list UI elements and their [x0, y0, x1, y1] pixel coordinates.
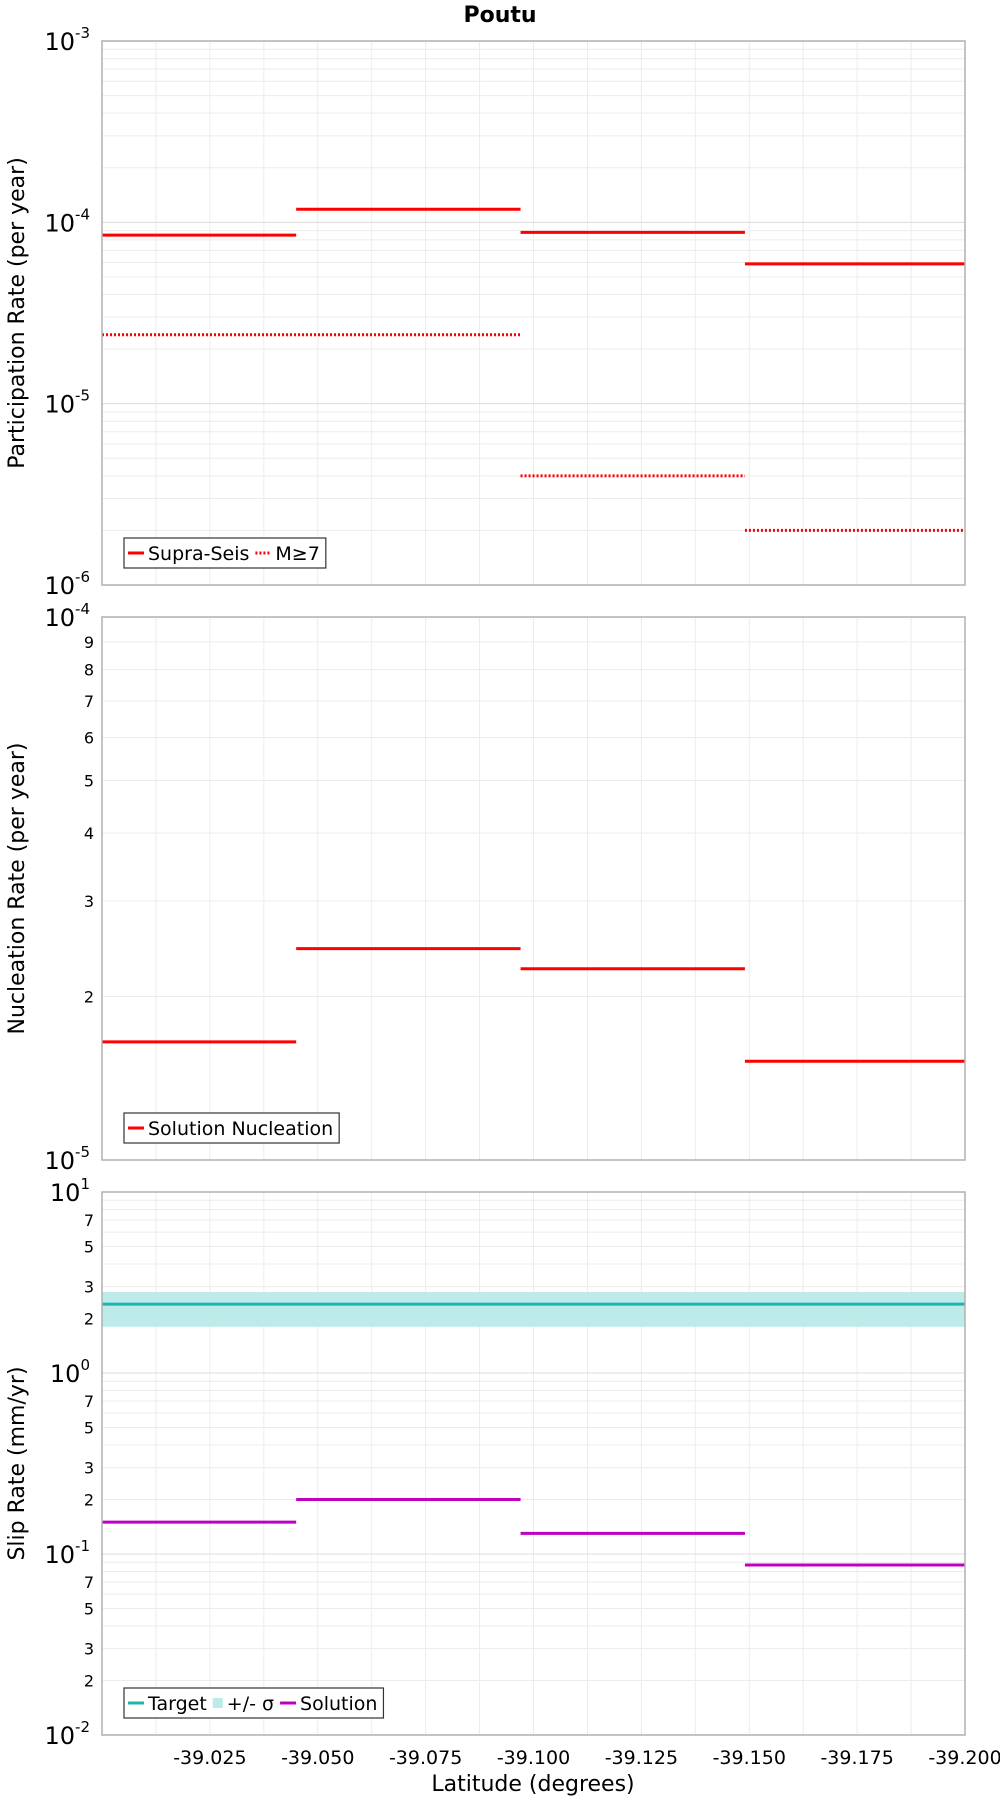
x-tick-label: -39.050: [281, 1747, 354, 1769]
legend-label: Supra-Seis: [148, 543, 249, 565]
x-axis-label: Latitude (degrees): [431, 1772, 634, 1797]
legend: Target +/- σ Solution: [123, 1687, 385, 1719]
y-tick-label: 100: [50, 1356, 90, 1388]
y-tick-label: 10-1: [44, 1537, 90, 1569]
panels: 10-6 10-5 10-4 10-3 Participation Rate (per …: [5, 24, 966, 1750]
y-tick-label: 101: [50, 1175, 90, 1207]
y-tick-label: 4: [84, 824, 94, 843]
y-tick-label: 7: [84, 1573, 94, 1592]
x-tick-label: -39.075: [389, 1747, 462, 1769]
y-tick-label: 5: [84, 1599, 94, 1618]
y-tick-label: 7: [84, 1392, 94, 1411]
y-tick-label: 10-2: [44, 1718, 90, 1750]
legend-box: [123, 1112, 340, 1144]
y-tick-label: 10-5: [44, 1143, 90, 1175]
legend-box: [123, 1687, 385, 1719]
y-tick-label: 3: [84, 892, 94, 911]
y-tick-label: 3: [84, 1278, 94, 1297]
y-tick-label: 10-5: [44, 387, 90, 419]
chart-title: Poutu: [463, 3, 536, 28]
y-tick-label: 5: [84, 1237, 94, 1256]
plot-frame: [101, 40, 966, 586]
y-tick-label: 2: [84, 1310, 94, 1329]
x-tick-label: -39.150: [713, 1747, 786, 1769]
y-tick-label: 3: [84, 1459, 94, 1478]
x-tick-label: -39.125: [605, 1747, 678, 1769]
y-axis-label: Slip Rate (mm/yr): [5, 1366, 30, 1560]
panel-3: 10-2 2 3 5 7 10-1 2 3 5 7 100 2 3 5 7 101 Slip Rate (mm/…: [5, 1175, 966, 1750]
legend-label: M≥7: [275, 543, 319, 565]
y-axis-label: Nucleation Rate (per year): [5, 743, 30, 1035]
target-sigma-band: [102, 1292, 965, 1327]
y-tick-label: 8: [84, 661, 94, 680]
legend: Solution Nucleation: [123, 1112, 340, 1144]
y-tick-label: 6: [84, 728, 94, 747]
x-tick-label: -39.200: [928, 1747, 1000, 1769]
legend-label: Solution: [300, 1693, 377, 1715]
x-tick-label: -39.100: [497, 1747, 570, 1769]
y-tick-label: 7: [84, 1211, 94, 1230]
y-tick-label: 10-4: [44, 600, 90, 632]
legend-label: Solution Nucleation: [148, 1118, 333, 1140]
plot-frame: [101, 616, 966, 1161]
y-tick-label: 10-3: [44, 24, 90, 56]
y-tick-label: 10-4: [44, 205, 90, 237]
y-axis-label: Participation Rate (per year): [5, 157, 30, 469]
y-tick-label: 2: [84, 988, 94, 1007]
legend-label: +/- σ: [227, 1693, 274, 1715]
legend: Supra-Seis M≥7: [123, 537, 327, 569]
legend-box: [123, 537, 327, 569]
x-tick-label: -39.175: [820, 1747, 893, 1769]
y-tick-label: 2: [84, 1491, 94, 1510]
x-axis: -39.025 -39.050 -39.075 -39.100 -39.125 -39.1…: [173, 1747, 1000, 1769]
x-tick-label: -39.025: [173, 1747, 246, 1769]
y-tick-label: 9: [84, 633, 94, 652]
panel-1: 10-6 10-5 10-4 10-3 Participation Rate (per …: [5, 24, 966, 600]
y-tick-label: 7: [84, 692, 94, 711]
legend-swatch: [212, 1698, 223, 1708]
y-tick-label: 2: [84, 1672, 94, 1691]
legend-label: Target: [147, 1693, 207, 1715]
panel-2: 10-5 2 3 4 5 6 7 8 910-4 Nucleation Rate (per yea…: [5, 600, 966, 1175]
plot-frame: [101, 1191, 966, 1736]
y-tick-label: 5: [84, 771, 94, 790]
y-tick-label: 5: [84, 1418, 94, 1437]
y-tick-label: 10-6: [44, 568, 90, 600]
y-tick-label: 3: [84, 1640, 94, 1659]
